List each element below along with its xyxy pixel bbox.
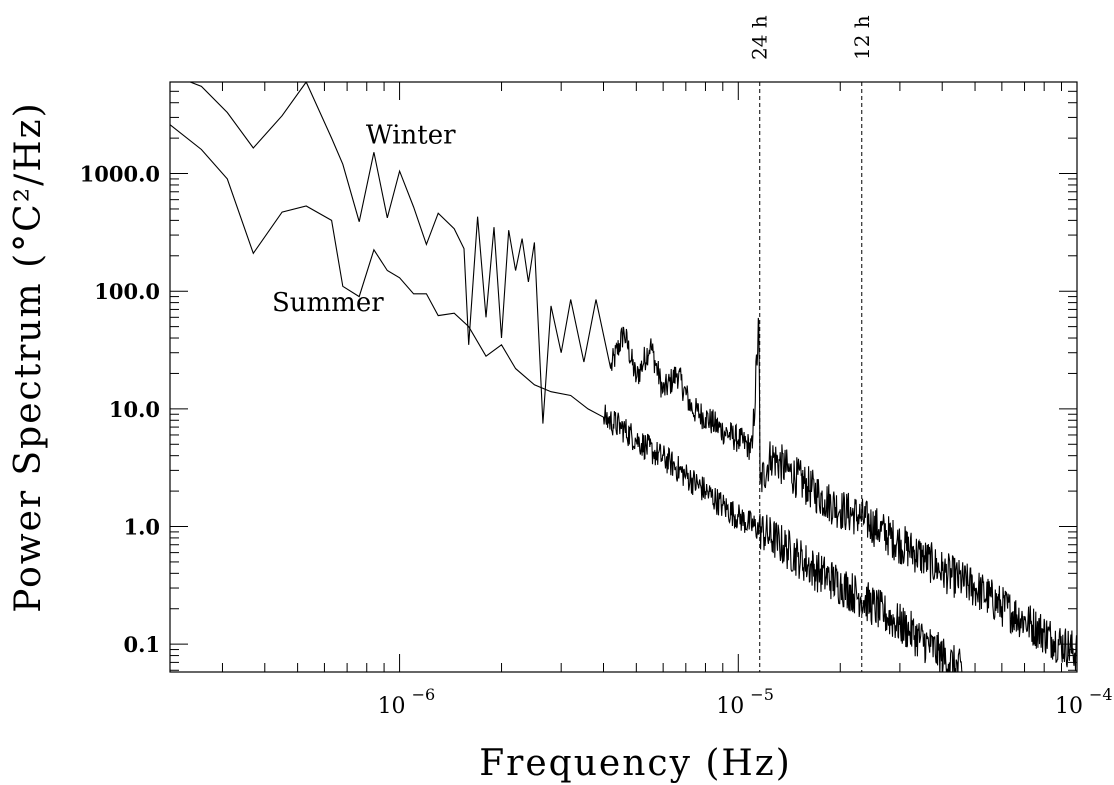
series-label-winter: Winter xyxy=(366,121,456,151)
spectrum-lines xyxy=(170,82,1077,672)
y-tick-label: 1.0 xyxy=(123,515,160,540)
reference-label-12h: 12 h xyxy=(850,15,874,60)
series-line-winter xyxy=(188,82,1077,671)
y-tick-label: 10.0 xyxy=(109,397,160,422)
reference-lines: 24 h 12 h xyxy=(748,15,874,672)
axis-ticks xyxy=(170,81,1078,672)
reference-label-24h: 24 h xyxy=(748,15,772,60)
x-tick-label: 10 xyxy=(378,694,406,719)
x-axis-title: Frequency (Hz) xyxy=(479,743,792,784)
x-tick-exponent: −6 xyxy=(412,685,436,704)
x-tick-exponent: −4 xyxy=(1089,685,1113,704)
series-line-summer xyxy=(170,124,963,672)
y-tick-label: 0.1 xyxy=(123,632,160,657)
x-tick-exponent: −5 xyxy=(750,685,774,704)
x-tick-label: 10 xyxy=(1055,694,1083,719)
y-tick-label: 100.0 xyxy=(94,279,160,304)
tick-labels: 10 −6 10 −5 10 −4 0.1 1.0 10.0 100.0 1000.0 xyxy=(80,162,1113,719)
y-axis-title: Power Spectrum (°C²/Hz) xyxy=(8,101,49,612)
y-tick-label: 1000.0 xyxy=(80,162,160,187)
plot-frame xyxy=(169,81,1078,673)
series-label-summer: Summer xyxy=(272,288,384,318)
x-tick-label: 10 xyxy=(716,694,744,719)
